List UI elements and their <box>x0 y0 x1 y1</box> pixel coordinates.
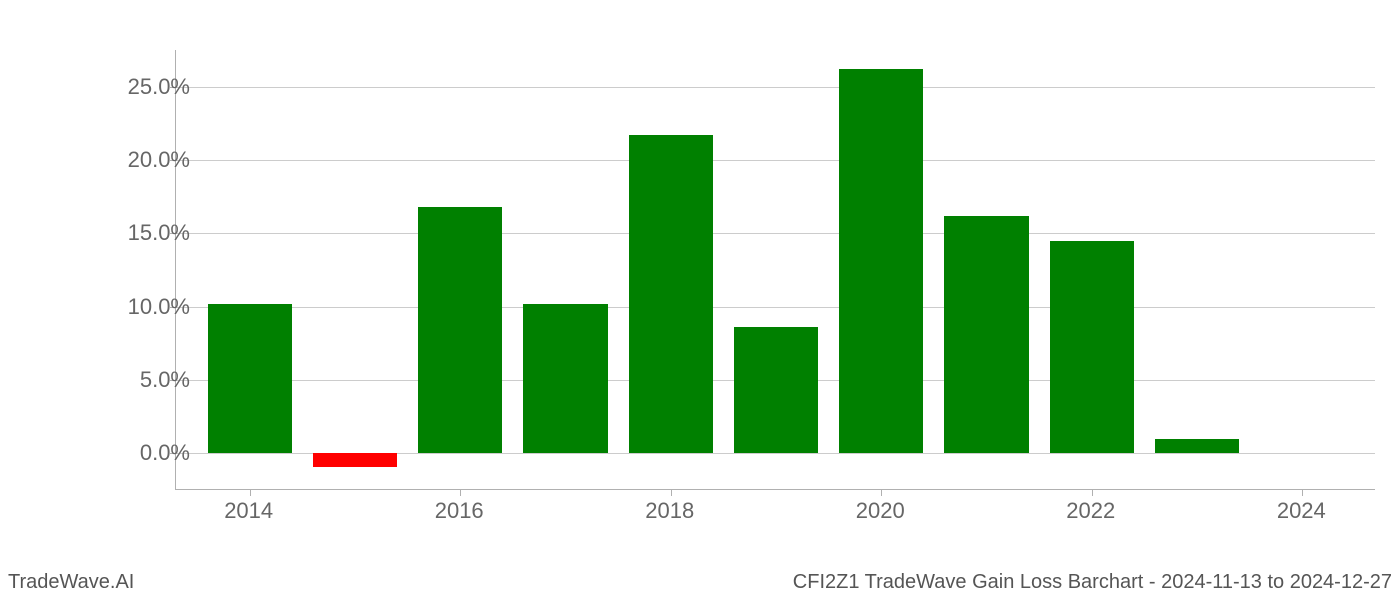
y-tick-label: 25.0% <box>100 74 190 100</box>
x-tick-mark <box>881 490 882 496</box>
y-tick-label: 0.0% <box>100 440 190 466</box>
x-tick-label: 2020 <box>856 498 905 524</box>
x-tick-mark <box>1092 490 1093 496</box>
bar <box>944 216 1028 454</box>
x-tick-label: 2022 <box>1066 498 1115 524</box>
y-tick-label: 10.0% <box>100 294 190 320</box>
x-tick-label: 2016 <box>435 498 484 524</box>
x-tick-mark <box>250 490 251 496</box>
x-tick-label: 2024 <box>1277 498 1326 524</box>
bar <box>523 304 607 454</box>
y-tick-label: 5.0% <box>100 367 190 393</box>
chart-container: 2014 2016 2018 2020 2022 2024 <box>175 50 1375 525</box>
gridline <box>176 307 1375 308</box>
y-tick-label: 20.0% <box>100 147 190 173</box>
x-tick-mark <box>671 490 672 496</box>
bar <box>418 207 502 453</box>
gridline <box>176 87 1375 88</box>
y-tick-label: 15.0% <box>100 220 190 246</box>
x-tick-mark <box>1302 490 1303 496</box>
footer-left: TradeWave.AI <box>8 571 134 594</box>
footer-right: CFI2Z1 TradeWave Gain Loss Barchart - 20… <box>793 571 1392 594</box>
bar <box>1050 241 1134 454</box>
x-tick-label: 2014 <box>224 498 273 524</box>
gridline <box>176 233 1375 234</box>
bar <box>1155 439 1239 454</box>
plot-area <box>175 50 1375 490</box>
x-tick-mark <box>460 490 461 496</box>
bar <box>839 69 923 453</box>
gridline <box>176 160 1375 161</box>
bar <box>313 453 397 466</box>
bar <box>208 304 292 454</box>
x-tick-label: 2018 <box>645 498 694 524</box>
bar <box>734 327 818 453</box>
bar <box>629 135 713 453</box>
